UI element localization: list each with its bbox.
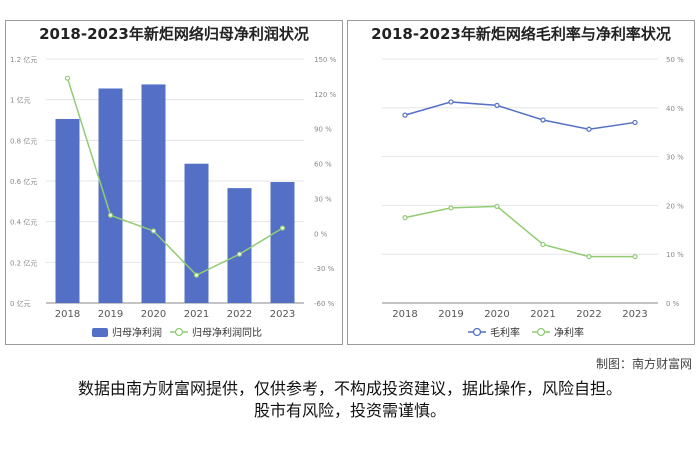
y-axis-left-tick-label: 0.6 亿元 xyxy=(10,177,37,186)
y-axis-right-tick-label: 50 % xyxy=(666,56,684,64)
line-point xyxy=(586,254,592,260)
y-axis-right-tick-label: 30 % xyxy=(314,195,332,203)
chart-panel-margins: 2018-2023年新炬网络毛利率与净利率状况 0 % 10 % 20 % 30 % 4… xyxy=(347,20,695,345)
x-axis-tick-label: 2019 xyxy=(438,309,463,320)
bar xyxy=(184,163,209,303)
line-point xyxy=(402,215,408,221)
line-point xyxy=(494,102,500,108)
disclaimer-line: 数据由南方财富网提供，仅供参考，不构成投资建议，据此操作，风险自担。 xyxy=(77,379,622,398)
x-axis-tick-label: 2023 xyxy=(622,309,647,320)
x-axis-tick-label: 2021 xyxy=(184,309,209,320)
legend-label: 净利率 xyxy=(554,326,584,339)
line-point xyxy=(236,251,243,257)
chart-panel-net-profit: 2018-2023年新炬网络归母净利润状况 0 亿元 0.2 亿元 0.4 亿元 0.… xyxy=(5,20,343,345)
y-axis-right-tick-label: 0 % xyxy=(666,300,680,308)
bar xyxy=(98,88,123,303)
y-axis-right-tick-label: 90 % xyxy=(314,126,332,134)
legend-label: 归母净利润 xyxy=(112,326,162,339)
net-profit-chart: 0 亿元 0.2 亿元 0.4 亿元 0.6 亿元 0.8 亿元 1 亿元 1.2 亿元 -6… xyxy=(10,55,337,339)
y-axis-right-tick-label: 60 % xyxy=(314,161,332,169)
x-axis-tick-label: 2023 xyxy=(270,309,295,320)
series-line xyxy=(404,205,635,258)
line-point xyxy=(64,75,71,81)
y-axis-left-tick-label: 0 亿元 xyxy=(10,299,31,308)
legend-swatch-marker xyxy=(174,327,184,337)
series-line xyxy=(404,101,636,131)
y-axis-left-tick-label: 0.2 亿元 xyxy=(10,258,37,267)
y-axis-right-tick-label: 40 % xyxy=(666,105,684,113)
bar xyxy=(55,118,80,303)
x-axis-tick-label: 2020 xyxy=(484,309,509,320)
x-axis-tick-label: 2022 xyxy=(227,309,252,320)
line-point xyxy=(540,117,546,123)
y-axis-left-tick-label: 1.2 亿元 xyxy=(10,55,37,64)
line-point xyxy=(402,112,408,118)
line-point xyxy=(279,225,286,231)
line-point xyxy=(150,228,157,234)
margins-chart: 0 % 10 % 20 % 30 % 40 % 50 % 2018 2019 2020 2021 2… xyxy=(382,56,684,339)
chart-credit: 制图：南方财富网 xyxy=(595,357,692,371)
y-axis-right-tick-label: 150 % xyxy=(314,56,337,64)
disclaimer-line: 股市有风险，投资需谨慎。 xyxy=(253,401,446,420)
line-point xyxy=(448,99,454,105)
line-point xyxy=(632,254,638,260)
x-axis-tick-label: 2018 xyxy=(55,309,80,320)
chart-title: 2018-2023年新炬网络归母净利润状况 xyxy=(39,25,309,43)
series-line-yoy xyxy=(66,77,283,277)
disclaimer: 数据由南方财富网提供，仅供参考，不构成投资建议，据此操作，风险自担。 股市有风险… xyxy=(0,378,700,422)
x-axis-tick-label: 2020 xyxy=(141,309,166,320)
line-point xyxy=(540,241,546,248)
x-axis-tick-label: 2018 xyxy=(392,309,417,320)
legend-swatch-marker xyxy=(472,327,482,337)
bar xyxy=(141,84,166,303)
y-axis-left-tick-label: 0.8 亿元 xyxy=(10,136,37,145)
x-axis-tick-label: 2022 xyxy=(576,309,601,320)
x-axis-tick-label: 2019 xyxy=(98,309,123,320)
bar xyxy=(227,188,252,303)
line-point xyxy=(632,119,638,126)
y-axis-right-tick-label: 30 % xyxy=(666,154,684,162)
y-axis-right-tick-label: -60 % xyxy=(314,300,335,308)
y-axis-left-tick-label: 1 亿元 xyxy=(10,96,31,105)
line-point xyxy=(494,203,500,209)
y-axis-right-tick-label: 10 % xyxy=(666,251,684,259)
line-point xyxy=(193,272,200,278)
y-axis-right-tick-label: -30 % xyxy=(314,265,335,273)
line-point xyxy=(586,126,592,132)
line-point xyxy=(107,212,114,218)
y-axis-right-tick-label: 120 % xyxy=(314,91,337,99)
line-point xyxy=(448,205,454,211)
y-axis-left-tick-label: 0.4 亿元 xyxy=(10,218,37,227)
legend-label: 毛利率 xyxy=(490,326,520,339)
legend-label: 归母净利润同比 xyxy=(192,326,262,339)
y-axis-right-tick-label: 20 % xyxy=(666,202,684,210)
chart-title: 2018-2023年新炬网络毛利率与净利率状况 xyxy=(371,25,671,43)
y-axis-right-tick-label: 0 % xyxy=(314,230,328,238)
x-axis-tick-label: 2021 xyxy=(530,309,555,320)
legend-swatch-bar xyxy=(92,328,108,337)
bar xyxy=(270,182,295,303)
legend-swatch-marker xyxy=(536,327,546,337)
